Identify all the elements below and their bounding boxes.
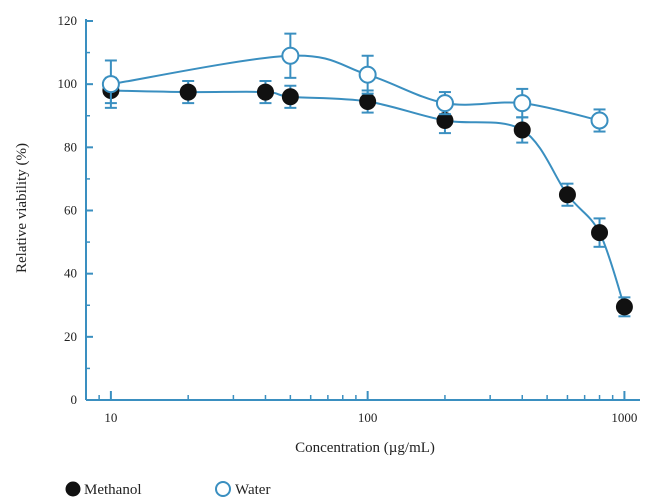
y-tick-label: 20 — [64, 329, 77, 344]
data-point-methanol — [359, 93, 377, 111]
data-point-water — [358, 65, 377, 84]
legend-marker-water — [215, 481, 231, 497]
y-tick-label: 120 — [58, 13, 78, 28]
x-axis-label: Concentration (µg/mL) — [295, 440, 435, 456]
legend-label-methanol: Methanol — [84, 482, 142, 498]
x-ticks: 10 100 1000 — [98, 391, 637, 425]
data-point-methanol — [256, 83, 274, 101]
x-tick-label: 1000 — [611, 410, 637, 425]
y-tick-label: 80 — [64, 139, 77, 154]
data-point-methanol — [179, 83, 197, 101]
series-water — [101, 32, 609, 133]
x-tick-label: 100 — [358, 410, 378, 425]
series-layer — [101, 32, 633, 318]
legend-item-water: Water — [215, 481, 270, 498]
data-point-water — [513, 94, 532, 113]
series-methanol — [102, 76, 633, 318]
data-point-methanol — [513, 121, 531, 139]
data-point-water — [281, 46, 300, 65]
y-tick-label: 0 — [71, 392, 78, 407]
legend: Methanol Water — [65, 481, 270, 498]
y-axis-label: Relative viability (%) — [14, 143, 30, 273]
legend-item-methanol: Methanol — [65, 481, 142, 498]
y-tick-label: 40 — [64, 266, 77, 281]
data-point-methanol — [591, 224, 609, 242]
series-line-methanol — [110, 89, 626, 308]
data-point-water — [435, 94, 454, 113]
y-ticks: 0 20 40 60 80 100 120 — [58, 13, 93, 407]
data-point-water — [590, 111, 609, 130]
data-point-water — [101, 75, 120, 94]
legend-marker-methanol — [65, 481, 81, 497]
y-tick-label: 60 — [64, 203, 77, 218]
data-point-methanol — [615, 298, 633, 316]
data-point-methanol — [558, 186, 576, 204]
y-tick-label: 100 — [58, 76, 78, 91]
legend-label-water: Water — [235, 482, 270, 498]
x-tick-label: 10 — [104, 410, 117, 425]
data-point-methanol — [281, 88, 299, 106]
